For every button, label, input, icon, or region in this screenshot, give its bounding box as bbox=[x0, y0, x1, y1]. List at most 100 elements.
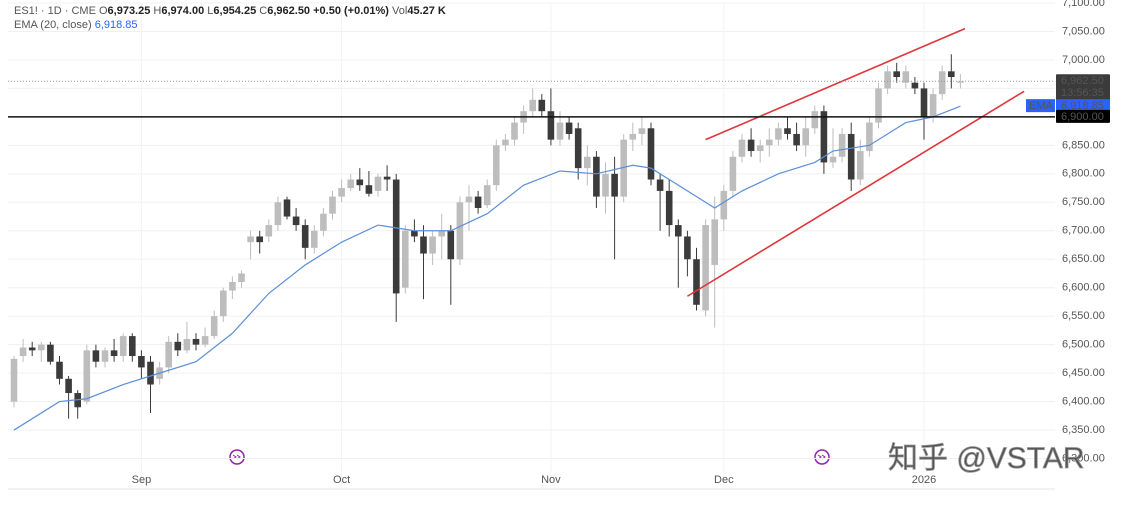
candle-body bbox=[693, 259, 700, 305]
candle-body bbox=[884, 71, 891, 89]
watermark: 知乎 @VSTAR bbox=[888, 442, 1085, 475]
candle-body bbox=[420, 236, 427, 254]
y-tick-label: 6,850.00 bbox=[1062, 139, 1105, 151]
candle-body bbox=[502, 139, 509, 146]
candle-body bbox=[938, 71, 946, 95]
symbol: ES1! · 1D · CME bbox=[14, 5, 96, 17]
candle-body bbox=[320, 213, 327, 231]
y-tick-label: 6,750.00 bbox=[1062, 196, 1105, 208]
candle-body bbox=[283, 199, 291, 217]
candle-body bbox=[948, 71, 955, 78]
candle-body bbox=[675, 225, 682, 237]
candle-body bbox=[665, 190, 673, 226]
label: Vol bbox=[392, 5, 408, 17]
candle-body bbox=[47, 344, 54, 362]
x-tick-label: Nov bbox=[541, 474, 561, 486]
candle-body bbox=[10, 358, 18, 402]
candle-body bbox=[383, 176, 391, 180]
ohlc-legend: ES1! · 1D · CME O6,973.25 H6,974.00 L6,9… bbox=[14, 5, 446, 17]
candle-body bbox=[756, 145, 764, 152]
candle-body bbox=[620, 139, 627, 197]
y-tick-label: 6,550.00 bbox=[1062, 310, 1105, 322]
y-tick-label: 6,350.00 bbox=[1062, 424, 1105, 436]
candle-body bbox=[493, 145, 500, 186]
candle-body bbox=[629, 133, 637, 140]
label: C bbox=[259, 5, 268, 17]
candle-body bbox=[574, 128, 582, 169]
candle-body bbox=[957, 81, 964, 83]
value: 6,974.00 bbox=[161, 5, 205, 17]
price-tag-label: 6,900.00 bbox=[1061, 111, 1104, 123]
candle-body bbox=[92, 350, 100, 362]
candle-body bbox=[483, 185, 491, 206]
candle-body bbox=[929, 94, 937, 117]
candle-body bbox=[447, 230, 455, 260]
candle-body bbox=[866, 122, 873, 152]
y-tick-label: 7,050.00 bbox=[1062, 25, 1105, 37]
candle-body bbox=[338, 188, 345, 197]
y-tick-label: 6,450.00 bbox=[1062, 367, 1105, 379]
candle-body bbox=[802, 128, 809, 146]
candle-body bbox=[556, 122, 564, 140]
candle-body bbox=[238, 273, 245, 283]
candle-body bbox=[38, 344, 45, 351]
candle-body bbox=[429, 236, 436, 254]
candle-body bbox=[356, 179, 364, 186]
candle-body bbox=[847, 133, 855, 180]
candle-body bbox=[201, 336, 209, 345]
candle-body bbox=[838, 133, 846, 157]
candle-body bbox=[565, 122, 573, 134]
candle-body bbox=[766, 139, 773, 146]
x-tick-label: Sep bbox=[132, 474, 152, 486]
candle-body bbox=[28, 347, 36, 351]
candle-body bbox=[301, 225, 309, 248]
candle-body bbox=[110, 350, 118, 357]
candle-body bbox=[711, 219, 718, 265]
candle-body bbox=[311, 230, 318, 248]
price-tag-sub: 13:56:35 bbox=[1061, 87, 1104, 99]
event-icon[interactable] bbox=[229, 449, 245, 465]
ema-line bbox=[13, 105, 961, 431]
candle-body bbox=[192, 338, 200, 345]
candle-body bbox=[456, 202, 464, 260]
value: 6,962.50 bbox=[267, 5, 311, 17]
candle-body bbox=[265, 225, 273, 237]
candle-body bbox=[784, 128, 791, 134]
y-tick-label: 6,650.00 bbox=[1062, 253, 1105, 265]
value: 6,954.25 bbox=[213, 5, 257, 17]
candle-body bbox=[138, 356, 145, 368]
price-tag-label: 6,962.50 bbox=[1061, 75, 1104, 87]
x-tick-label: Oct bbox=[333, 474, 350, 486]
candle-body bbox=[347, 179, 354, 189]
candle-body bbox=[165, 341, 172, 368]
candle-body bbox=[65, 378, 72, 394]
candle-body bbox=[374, 176, 382, 191]
candle-body bbox=[720, 190, 728, 220]
candle-body bbox=[329, 196, 336, 214]
ema-tag bbox=[1026, 99, 1055, 113]
label: O bbox=[98, 5, 108, 17]
candle-body bbox=[529, 99, 536, 112]
event-icon[interactable] bbox=[814, 449, 830, 465]
price-tag-label: 6,918.85 bbox=[1061, 100, 1104, 112]
ema-value: 6,918.85 bbox=[94, 19, 138, 31]
candle-body bbox=[738, 139, 746, 157]
candle-body bbox=[411, 230, 418, 237]
candle-body bbox=[402, 230, 409, 288]
candle-body bbox=[702, 225, 709, 311]
candle-body bbox=[256, 236, 263, 243]
price-tag bbox=[1056, 99, 1110, 113]
candle-body bbox=[857, 151, 864, 180]
candle-body bbox=[747, 139, 755, 152]
x-tick-label: 2026 bbox=[912, 474, 936, 486]
candle-body bbox=[584, 156, 591, 169]
candle-body bbox=[793, 133, 800, 146]
price-tag bbox=[1056, 109, 1110, 123]
candle-body bbox=[392, 179, 400, 294]
candle-body bbox=[183, 338, 191, 351]
ema-tag-label: EMA bbox=[1029, 100, 1054, 112]
y-tick-label: 6,400.00 bbox=[1062, 395, 1105, 407]
value: 45.27 K bbox=[407, 5, 446, 17]
